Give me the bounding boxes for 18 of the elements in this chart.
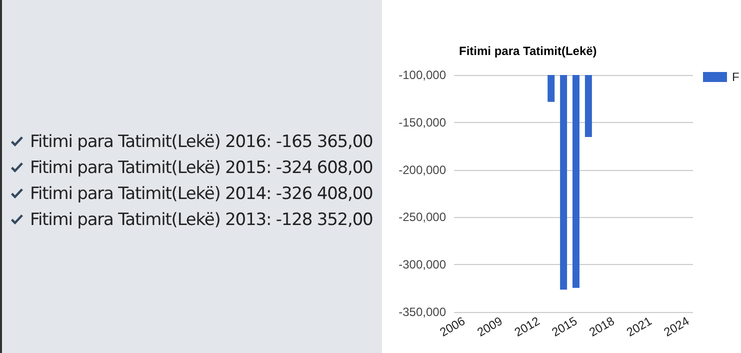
x-tick-label: 2015: [549, 314, 580, 340]
chart-title: Fitimi para Tatimit(Lekë): [459, 44, 597, 58]
y-tick-label: -100,000: [398, 68, 446, 82]
y-tick-label: -200,000: [398, 162, 446, 177]
y-tick-label: -350,000: [398, 305, 446, 319]
text: Fitimi para Tatimit(Lekë) 2014: -326 408,00: [30, 184, 373, 204]
text: Fitimi para Tatimit(Lekë) 2013: -128 352,00: [30, 210, 373, 230]
x-tick-label: 2021: [624, 314, 654, 340]
y-tick-label: -300,000: [398, 258, 446, 272]
y-tick-label: -150,000: [398, 115, 446, 130]
y-tick-label: -250,000: [398, 210, 446, 224]
x-tick-label: 2009: [474, 314, 506, 340]
x-tick-label: 2024: [661, 314, 692, 340]
x-tick-label: 2018: [586, 314, 618, 340]
text: Fitimi para Tatimit(Lekë) 2015: -324 608,00: [30, 158, 373, 178]
legend-label: F: [732, 70, 740, 84]
text: Fitimi para Tatimit(Lekë) 2016: -165 365,00: [30, 132, 373, 152]
x-tick-label: 2012: [512, 314, 542, 340]
